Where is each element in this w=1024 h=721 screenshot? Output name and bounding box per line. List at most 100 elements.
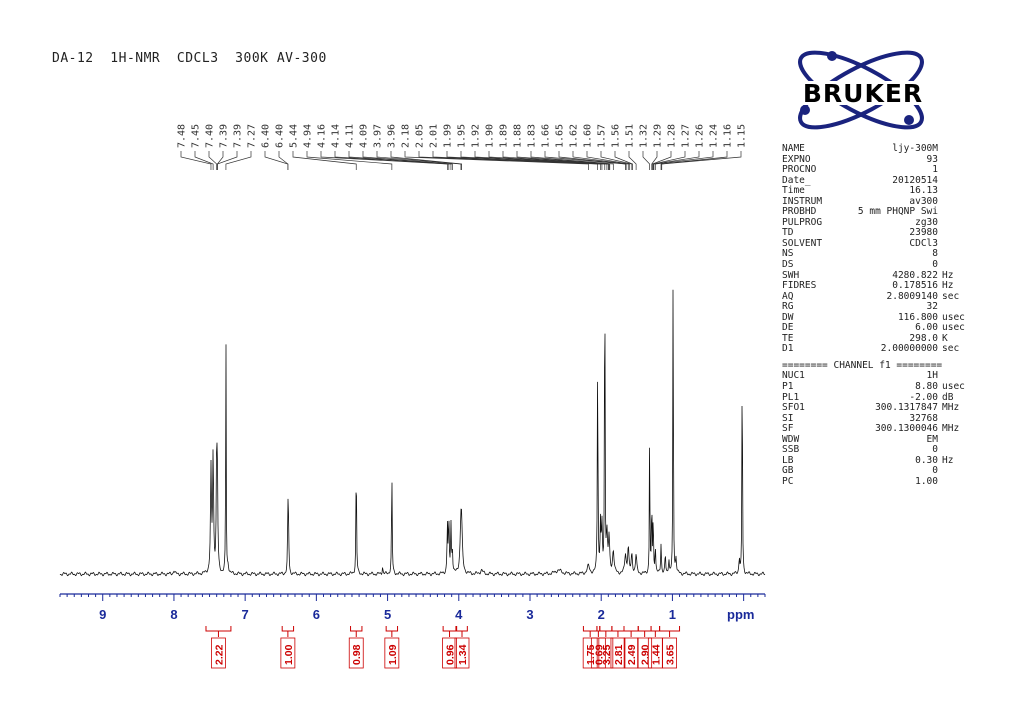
param-name: SOLVENT — [782, 237, 823, 249]
peak-leader — [278, 151, 289, 170]
param-value: 23980 — [909, 227, 938, 239]
param-name: SWH — [782, 269, 800, 281]
x-tick-label: 7 — [242, 607, 249, 622]
peak-label: 1.99 — [443, 124, 454, 148]
integral-label: 1.00 — [283, 644, 295, 665]
peak-label: 4.09 — [359, 124, 370, 148]
peak-leader — [474, 151, 608, 170]
param-name: TE — [782, 332, 794, 344]
param-value: 0 — [932, 444, 938, 456]
x-tick-label: 4 — [455, 607, 463, 622]
acquisition-parameters: NAME ljy-300M EXPNO 93 PROCNO 1 Date_ 20120514 T… — [782, 143, 978, 488]
param-row: Date_ 20120514 — [782, 175, 978, 187]
peak-labels: 7.48 7.45 7.40 7.39 7.39 7.27 6.40 6.40 5.44 4.94… — [177, 124, 748, 148]
param-value: 93 — [926, 153, 938, 165]
integral-label: 0.98 — [351, 644, 363, 665]
integral-box — [637, 637, 653, 669]
peak-leader — [418, 151, 599, 170]
x-tick-label: 3 — [526, 607, 533, 622]
integral-label: 0.69 — [593, 644, 605, 665]
param-value: av300 — [909, 195, 938, 207]
param-name: PULPROG — [782, 216, 823, 228]
peak-label: 4.16 — [317, 124, 328, 148]
param-row: TD 23980 — [782, 228, 978, 239]
spectrum-trace — [59, 289, 766, 577]
param-value: 16.13 — [909, 185, 938, 197]
peak-label: 2.05 — [415, 124, 426, 148]
peak-leader — [292, 151, 357, 170]
integral-bracket — [611, 626, 625, 632]
integral-bracket — [623, 626, 639, 632]
integral-label: 2.81 — [613, 644, 625, 665]
integral-box — [348, 637, 364, 669]
param-name: LB — [782, 454, 794, 466]
param-value: 300.1300046 — [875, 423, 938, 435]
integral-bracket — [650, 626, 661, 632]
peak-label: 1.60 — [583, 124, 594, 148]
param-name: D1 — [782, 343, 794, 355]
param-row: AQ 2.8009140 sec — [782, 290, 978, 303]
param-row: SOLVENT CDCl3 — [782, 237, 978, 250]
integral-bracket — [385, 626, 399, 632]
param-value: 298.0 — [909, 332, 938, 344]
integral-bracket — [659, 626, 681, 632]
peak-label: 1.56 — [611, 124, 622, 148]
param-value: 6.00 — [915, 322, 938, 334]
peak-label: 7.48 — [177, 124, 188, 148]
peak-label: 7.27 — [247, 124, 258, 148]
param-row: PULPROG zg30 — [782, 216, 978, 229]
param-unit — [938, 435, 978, 446]
x-tick-label: 6 — [313, 607, 320, 622]
integral-label: 0.96 — [445, 644, 457, 665]
peak-label: 1.90 — [485, 124, 496, 148]
integral-label: 1.09 — [387, 644, 399, 665]
param-row: TE 298.0 K — [782, 332, 978, 345]
peak-leader — [306, 151, 393, 170]
bruker-logo-text: BRUKER — [803, 79, 923, 108]
axis-label: ppm — [727, 607, 754, 622]
peak-label: 1.29 — [653, 124, 664, 148]
peak-leaders — [180, 151, 742, 170]
integral-bracket — [599, 626, 613, 632]
param-name: Time — [782, 185, 805, 197]
peak-leader — [558, 151, 627, 170]
integral-box — [454, 637, 470, 669]
param-name: AQ — [782, 290, 794, 302]
integral-bracket — [456, 626, 468, 632]
integrals: 2.22 1.00 0.98 1.09 0.96 1.34 1.750.693.25 2.81… — [205, 626, 681, 669]
param-name: PROBHD — [782, 206, 817, 218]
param-row: PROCNO 1 — [782, 165, 978, 176]
integral-box — [384, 637, 400, 669]
param-value: ljy-300M — [892, 143, 938, 154]
x-tick-label: 1 — [669, 607, 676, 622]
param-value: 32 — [926, 301, 938, 313]
peak-leader — [586, 151, 631, 170]
param-name: WDW — [782, 433, 800, 445]
integral-bracket — [205, 626, 232, 632]
integral-box — [610, 637, 626, 669]
x-tick-label: 9 — [99, 607, 106, 622]
param-value: CDCl3 — [909, 237, 938, 249]
param-name: SSB — [782, 444, 800, 456]
param-name: TD — [782, 227, 794, 239]
peak-leader — [180, 151, 212, 170]
param-row: GB 0 — [782, 466, 978, 477]
peak-label: 2.18 — [401, 124, 412, 148]
param-row: DS 0 — [782, 259, 978, 271]
param-row: NS 8 — [782, 249, 978, 260]
peak-leader — [194, 151, 214, 170]
ppm-axis: 9 8 7 6 5 4 3 2 1 — [59, 593, 766, 622]
peak-label: 1.51 — [625, 124, 636, 148]
peak-label: 1.65 — [555, 124, 566, 148]
param-unit: dB — [942, 391, 954, 403]
peak-label: 1.16 — [723, 124, 734, 148]
peak-label: 3.97 — [373, 124, 384, 148]
param-value: 5 mm PHQNP Swi — [857, 206, 938, 218]
peak-leader — [653, 151, 700, 170]
param-row: NUC1 1H — [782, 371, 978, 382]
integral-label: 1.44 — [650, 644, 662, 665]
param-row: EXPNO 93 — [782, 153, 978, 166]
peak-leader — [348, 151, 452, 170]
peak-leader — [660, 151, 728, 170]
peak-label: 4.11 — [345, 124, 356, 148]
